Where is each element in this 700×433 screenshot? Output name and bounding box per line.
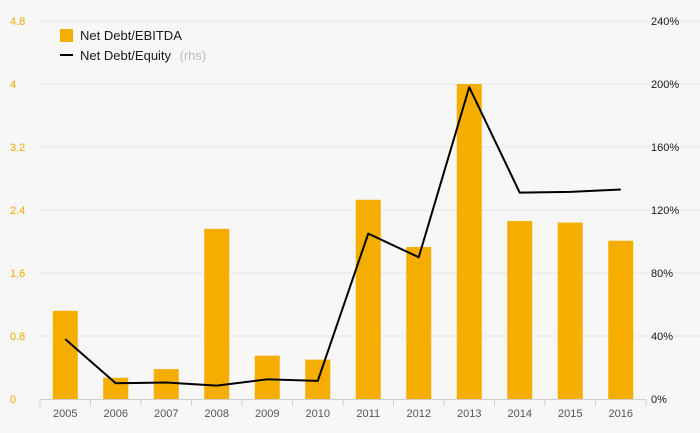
x-tick-label: 2008 bbox=[205, 408, 229, 420]
bar-2009 bbox=[254, 355, 280, 399]
x-tick-label: 2007 bbox=[154, 408, 178, 420]
x-tick-label: 2009 bbox=[255, 408, 279, 420]
axes: 0 0.8 1.6 2.4 3.2 4 4.8 0% 40% 80% 120% 160% 200% 240… bbox=[10, 16, 679, 420]
legend-label-ebitda: Net Debt/EBITDA bbox=[80, 28, 182, 43]
y-left-tick-label: 0.8 bbox=[10, 331, 25, 343]
x-tick-label: 2006 bbox=[104, 408, 128, 420]
bar-2015 bbox=[557, 222, 583, 399]
legend: Net Debt/EBITDA Net Debt/Equity (rhs) bbox=[60, 28, 206, 64]
x-tick-label: 2010 bbox=[306, 408, 330, 420]
line-series bbox=[64, 86, 621, 387]
x-tick-label: 2014 bbox=[508, 408, 532, 420]
legend-label-equity: Net Debt/Equity bbox=[80, 48, 172, 63]
bar-2013 bbox=[456, 84, 482, 399]
bar-2016 bbox=[608, 240, 634, 399]
bar-2008 bbox=[204, 228, 230, 399]
legend-label-equity-group: Net Debt/Equity (rhs) bbox=[80, 47, 206, 64]
bar-2014 bbox=[507, 221, 533, 399]
y-right-tick-label: 40% bbox=[651, 331, 673, 343]
bars bbox=[52, 84, 634, 399]
bar-2007 bbox=[153, 369, 179, 399]
x-tick-label: 2013 bbox=[457, 408, 481, 420]
y-right-tick-label: 200% bbox=[651, 79, 679, 91]
y-right-tick-label: 240% bbox=[651, 16, 679, 28]
bar-2006 bbox=[103, 377, 129, 399]
y-left-tick-label: 1.6 bbox=[10, 268, 25, 280]
y-left-tick-label: 2.4 bbox=[10, 205, 25, 217]
y-left-tick-label: 3.2 bbox=[10, 142, 25, 154]
bar-2005 bbox=[52, 310, 78, 399]
bar-2012 bbox=[406, 247, 432, 399]
y-right-tick-label: 160% bbox=[651, 142, 679, 154]
y-right-tick-label: 0% bbox=[651, 394, 667, 406]
legend-label-suffix: (rhs) bbox=[180, 48, 207, 63]
x-tick-label: 2015 bbox=[558, 408, 582, 420]
x-tick-label: 2005 bbox=[53, 408, 77, 420]
x-tick-label: 2011 bbox=[356, 408, 380, 420]
y-left-tick-label: 0 bbox=[10, 394, 16, 406]
y-right-tick-label: 120% bbox=[651, 205, 679, 217]
x-tick-label: 2016 bbox=[609, 408, 633, 420]
y-left-tick-label: 4 bbox=[10, 79, 16, 91]
legend-swatch-bar bbox=[60, 29, 73, 42]
x-tick-label: 2012 bbox=[407, 408, 431, 420]
line-net-debt-equity bbox=[64, 86, 621, 387]
y-left-tick-label: 4.8 bbox=[10, 16, 25, 28]
bar-2011 bbox=[355, 199, 381, 399]
y-right-tick-label: 80% bbox=[651, 268, 673, 280]
